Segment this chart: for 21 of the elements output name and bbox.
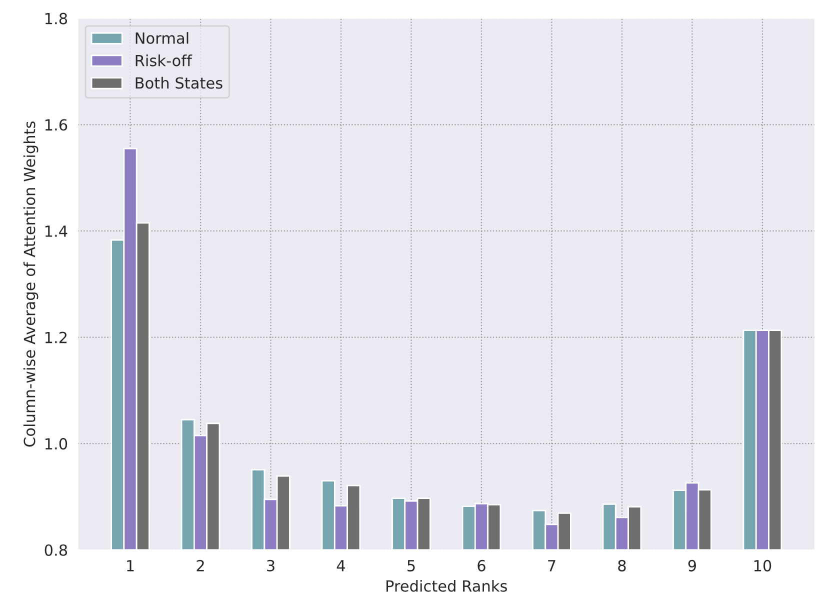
y-tick-label: 0.8 xyxy=(44,544,68,556)
x-tick-label: 4 xyxy=(336,560,345,572)
x-axis-title: Predicted Ranks xyxy=(386,580,507,592)
x-tick-label: 10 xyxy=(754,560,772,572)
legend-label: Risk-off xyxy=(136,54,192,66)
x-tick-label: 9 xyxy=(688,560,696,572)
y-axis-title: Column-wise Average of Attention Weights xyxy=(23,122,38,447)
x-tick-label: 1 xyxy=(127,560,134,572)
x-tick-label: 8 xyxy=(618,560,626,572)
y-tick-label: 1.2 xyxy=(45,332,67,344)
x-tick-label: 7 xyxy=(548,560,556,572)
y-tick-label: 1.6 xyxy=(45,119,68,131)
x-tick-label: 6 xyxy=(478,560,486,572)
x-tick-label: 2 xyxy=(196,560,204,572)
y-tick-label: 1.0 xyxy=(45,438,68,450)
x-tick-label: 3 xyxy=(267,560,274,572)
y-tick-label: 1.8 xyxy=(45,12,68,24)
legend-label: Both States xyxy=(136,76,222,89)
x-tick-label: 5 xyxy=(408,560,415,572)
legend-label: Normal xyxy=(136,32,188,44)
y-tick-label: 1.4 xyxy=(45,226,68,237)
